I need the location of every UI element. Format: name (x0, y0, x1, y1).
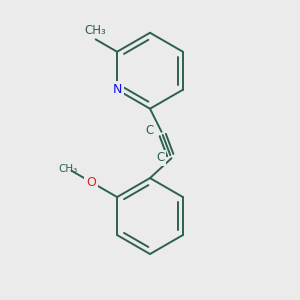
Text: O: O (86, 176, 96, 189)
Text: CH₃: CH₃ (58, 164, 78, 174)
Text: C: C (146, 124, 154, 137)
Text: CH₃: CH₃ (85, 24, 106, 37)
Text: N: N (112, 83, 122, 96)
Text: C: C (157, 151, 165, 164)
